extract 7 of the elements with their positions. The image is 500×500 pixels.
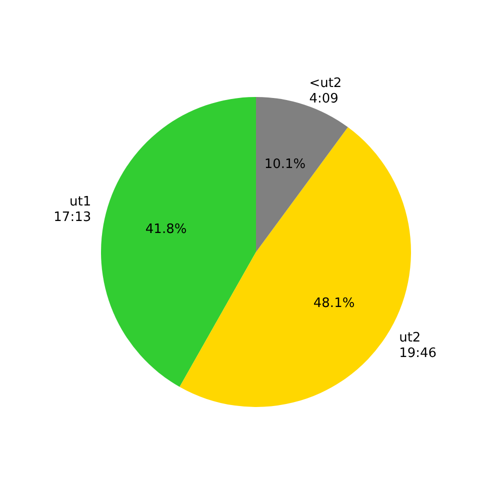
slice-label: <ut2 4:09: [309, 76, 342, 106]
slice-label: ut1 17:13: [54, 194, 92, 225]
data-label: 48.1%: [313, 296, 355, 312]
data-label: 10.1%: [264, 157, 306, 172]
slice-label: ut2 19:46: [399, 330, 437, 362]
pie-slice: [101, 97, 256, 387]
data-label: 41.8%: [145, 222, 187, 237]
